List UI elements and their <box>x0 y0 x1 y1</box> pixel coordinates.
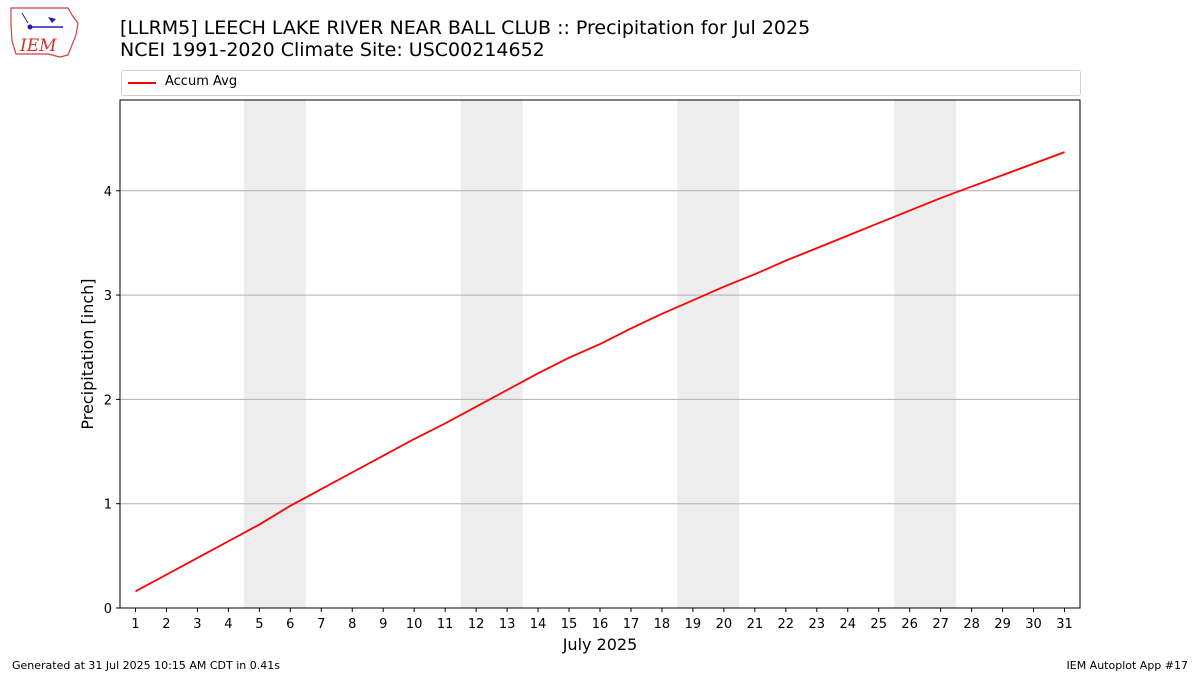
x-axis-label: July 2025 <box>562 635 638 654</box>
x-tick-label: 5 <box>255 617 263 632</box>
series-line-accum-avg <box>135 151 1065 593</box>
title-line-2: NCEI 1991-2020 Climate Site: USC00214652 <box>120 39 545 61</box>
x-tick-label: 16 <box>592 617 609 632</box>
x-tick-label: 1 <box>131 617 139 632</box>
plot-frame <box>119 99 1081 609</box>
x-tick-label: 8 <box>348 617 356 632</box>
x-tick-label: 26 <box>901 617 918 632</box>
x-tick-label: 14 <box>530 617 547 632</box>
x-tick-label: 29 <box>994 617 1011 632</box>
weekend-band <box>460 100 523 608</box>
weekend-band <box>894 100 957 608</box>
x-tick-label: 20 <box>716 617 733 632</box>
legend-label: Accum Avg <box>165 74 238 89</box>
x-tick-label: 23 <box>809 617 826 632</box>
x-tick-label: 30 <box>1025 617 1042 632</box>
x-tick-label: 11 <box>437 617 454 632</box>
x-tick-label: 3 <box>193 617 201 632</box>
weekend-band <box>243 100 306 608</box>
chart-title: [LLRM5] LEECH LAKE RIVER NEAR BALL CLUB … <box>120 17 810 61</box>
x-tick-label: 13 <box>499 617 516 632</box>
weekend-band <box>677 100 740 608</box>
x-tick-label: 28 <box>963 617 980 632</box>
x-tick-label: 19 <box>685 617 702 632</box>
x-tick-label: 25 <box>870 617 887 632</box>
logo-text: IEM <box>19 36 57 56</box>
y-tick-label: 3 <box>104 289 112 304</box>
x-tick-label: 24 <box>839 617 856 632</box>
x-tick-label: 9 <box>379 617 387 632</box>
y-tick-label: 4 <box>104 185 112 200</box>
app-label: IEM Autoplot App #17 <box>1066 659 1189 672</box>
title-line-1: [LLRM5] LEECH LAKE RIVER NEAR BALL CLUB … <box>120 17 811 39</box>
y-tick-label: 1 <box>104 498 112 513</box>
legend-swatch <box>128 82 156 84</box>
x-tick-label: 21 <box>747 617 764 632</box>
x-tick-label: 2 <box>162 617 170 632</box>
x-tick-label: 17 <box>623 617 640 632</box>
y-axis-label: Precipitation [inch] <box>78 278 97 429</box>
y-tick-label: 2 <box>104 393 112 408</box>
x-tick-label: 4 <box>224 617 232 632</box>
x-tick-label: 12 <box>468 617 485 632</box>
x-tick-label: 10 <box>406 617 423 632</box>
x-tick-label: 27 <box>932 617 949 632</box>
legend: Accum Avg <box>121 70 1081 96</box>
generated-timestamp: Generated at 31 Jul 2025 10:15 AM CDT in… <box>12 659 280 672</box>
x-tick-label: 7 <box>317 617 325 632</box>
x-tick-label: 18 <box>654 617 671 632</box>
x-tick-label: 31 <box>1056 617 1073 632</box>
y-tick-label: 0 <box>104 602 112 617</box>
x-tick-label: 15 <box>561 617 578 632</box>
x-tick-label: 6 <box>286 617 294 632</box>
x-tick-label: 22 <box>778 617 795 632</box>
iem-logo: IEM <box>10 7 79 58</box>
